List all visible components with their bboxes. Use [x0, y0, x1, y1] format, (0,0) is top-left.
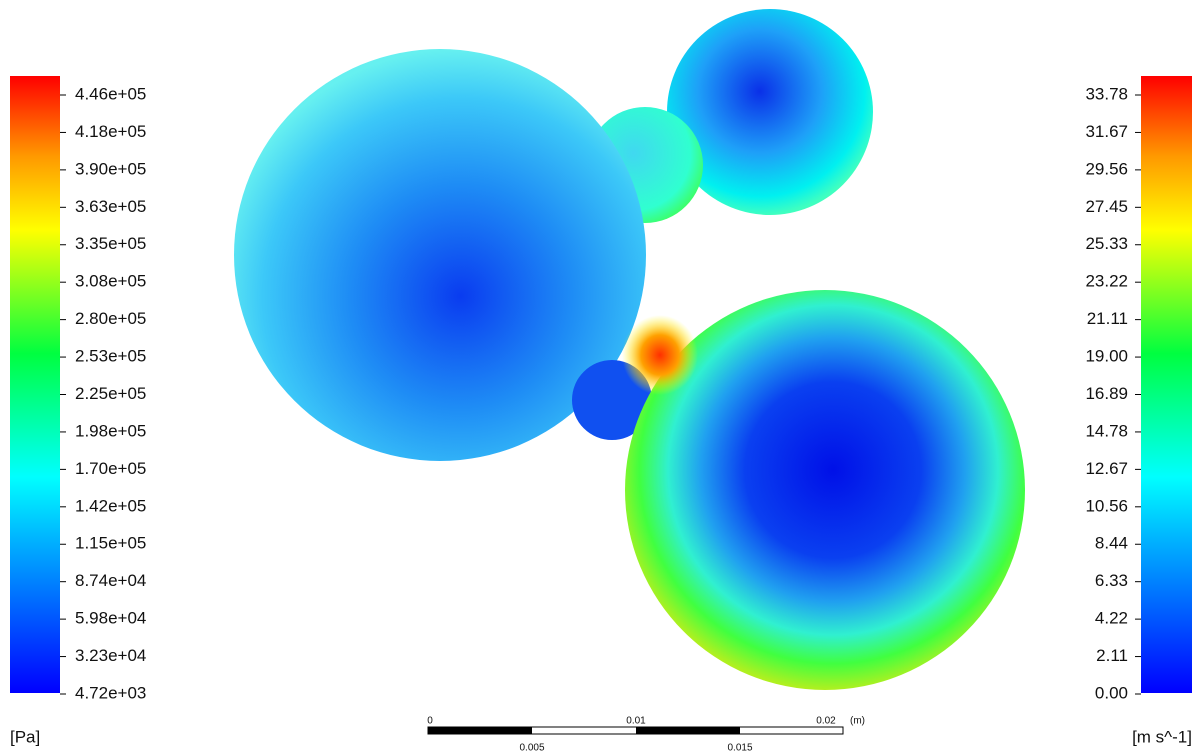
scale-label: 0.015	[727, 743, 752, 754]
legend-label: 16.89	[1085, 384, 1128, 403]
legend-label: 3.23e+04	[75, 646, 146, 665]
legend-label: 6.33	[1095, 571, 1128, 590]
legend-label: 19.00	[1085, 347, 1128, 366]
legend-label: 10.56	[1085, 496, 1128, 515]
scale-label: 0.01	[626, 716, 646, 727]
scale-bar-segment	[428, 727, 532, 734]
velocity-colorbar	[1141, 76, 1192, 693]
scale-unit: (m)	[850, 716, 865, 727]
legend-label: 1.15e+05	[75, 534, 146, 553]
hot-spot	[622, 315, 698, 395]
velocity-unit: [m s^-1]	[1132, 727, 1192, 746]
contour-plot	[234, 9, 1025, 690]
legend-label: 4.22	[1095, 609, 1128, 628]
legend-label: 27.45	[1085, 197, 1128, 216]
scale-bar: 0 0.01 0.02 (m) 0.005 0.015	[427, 716, 865, 754]
legend-label: 33.78	[1085, 84, 1128, 103]
legend-label: 1.42e+05	[75, 496, 146, 515]
legend-label: 25.33	[1085, 234, 1128, 253]
legend-label: 31.67	[1085, 122, 1128, 141]
legend-label: 4.46e+05	[75, 84, 146, 103]
legend-label: 3.35e+05	[75, 234, 146, 253]
legend-label: 14.78	[1085, 421, 1128, 440]
scale-label: 0.005	[519, 743, 544, 754]
legend-label: 2.53e+05	[75, 347, 146, 366]
legend-label: 5.98e+04	[75, 609, 146, 628]
screen: 4.46e+05 4.18e+05 3.90e+05 3.63e+05 3.35e+05…	[0, 0, 1200, 754]
legend-label: 23.22	[1085, 272, 1128, 291]
pressure-unit: [Pa]	[10, 727, 40, 746]
legend-label: 8.74e+04	[75, 571, 146, 590]
legend-label: 3.63e+05	[75, 197, 146, 216]
legend-label: 2.11	[1096, 646, 1128, 665]
legend-label: 2.25e+05	[75, 384, 146, 403]
legend-label: 29.56	[1085, 159, 1128, 178]
scale-label: 0.02	[816, 716, 836, 727]
legend-label: 2.80e+05	[75, 309, 146, 328]
pressure-colorbar	[10, 76, 60, 693]
scale-bar-segment	[636, 727, 740, 734]
legend-label: 12.67	[1085, 459, 1128, 478]
legend-label: 1.70e+05	[75, 459, 146, 478]
legend-label: 0.00	[1095, 683, 1128, 702]
legend-label: 3.90e+05	[75, 159, 146, 178]
legend-label: 3.08e+05	[75, 272, 146, 291]
legend-label: 21.11	[1087, 309, 1128, 328]
legend-label: 4.18e+05	[75, 122, 146, 141]
legend-label: 8.44	[1095, 534, 1128, 553]
legend-label: 4.72e+03	[75, 683, 146, 702]
scale-label: 0	[427, 716, 433, 727]
legend-label: 1.98e+05	[75, 421, 146, 440]
